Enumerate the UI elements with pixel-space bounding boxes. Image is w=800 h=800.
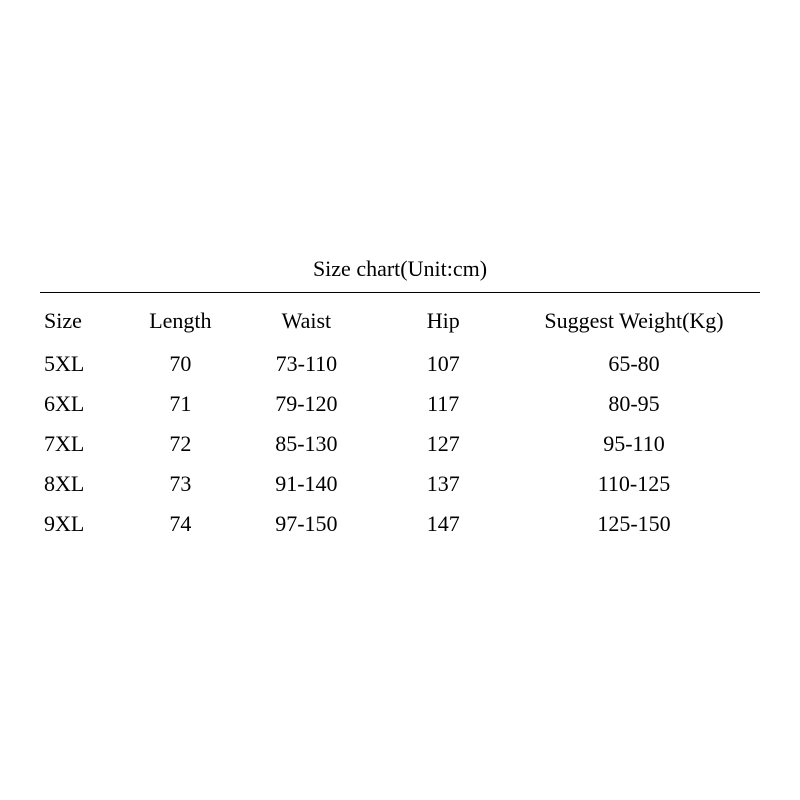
cell-weight: 125-150: [508, 504, 760, 544]
cell-size: 9XL: [40, 504, 126, 544]
cell-length: 73: [126, 464, 234, 504]
header-waist: Waist: [234, 301, 378, 344]
cell-size: 6XL: [40, 384, 126, 424]
cell-size: 5XL: [40, 344, 126, 384]
cell-waist: 91-140: [234, 464, 378, 504]
cell-waist: 97-150: [234, 504, 378, 544]
table-top-rule: [40, 292, 760, 293]
cell-length: 74: [126, 504, 234, 544]
cell-length: 70: [126, 344, 234, 384]
cell-size: 8XL: [40, 464, 126, 504]
cell-hip: 107: [378, 344, 508, 384]
cell-length: 71: [126, 384, 234, 424]
cell-weight: 95-110: [508, 424, 760, 464]
cell-length: 72: [126, 424, 234, 464]
cell-size: 7XL: [40, 424, 126, 464]
cell-hip: 127: [378, 424, 508, 464]
cell-weight: 110-125: [508, 464, 760, 504]
size-chart-container: Size chart(Unit:cm) Size Length Waist Hi…: [20, 256, 780, 544]
size-chart-table: Size Length Waist Hip Suggest Weight(Kg)…: [40, 301, 760, 544]
table-title: Size chart(Unit:cm): [40, 256, 760, 282]
table-header-row: Size Length Waist Hip Suggest Weight(Kg): [40, 301, 760, 344]
table-row: 7XL 72 85-130 127 95-110: [40, 424, 760, 464]
cell-hip: 137: [378, 464, 508, 504]
header-weight: Suggest Weight(Kg): [508, 301, 760, 344]
table-row: 9XL 74 97-150 147 125-150: [40, 504, 760, 544]
cell-hip: 147: [378, 504, 508, 544]
header-size: Size: [40, 301, 126, 344]
table-row: 6XL 71 79-120 117 80-95: [40, 384, 760, 424]
header-hip: Hip: [378, 301, 508, 344]
cell-weight: 80-95: [508, 384, 760, 424]
header-length: Length: [126, 301, 234, 344]
table-row: 5XL 70 73-110 107 65-80: [40, 344, 760, 384]
cell-weight: 65-80: [508, 344, 760, 384]
table-row: 8XL 73 91-140 137 110-125: [40, 464, 760, 504]
cell-waist: 73-110: [234, 344, 378, 384]
cell-hip: 117: [378, 384, 508, 424]
cell-waist: 85-130: [234, 424, 378, 464]
cell-waist: 79-120: [234, 384, 378, 424]
